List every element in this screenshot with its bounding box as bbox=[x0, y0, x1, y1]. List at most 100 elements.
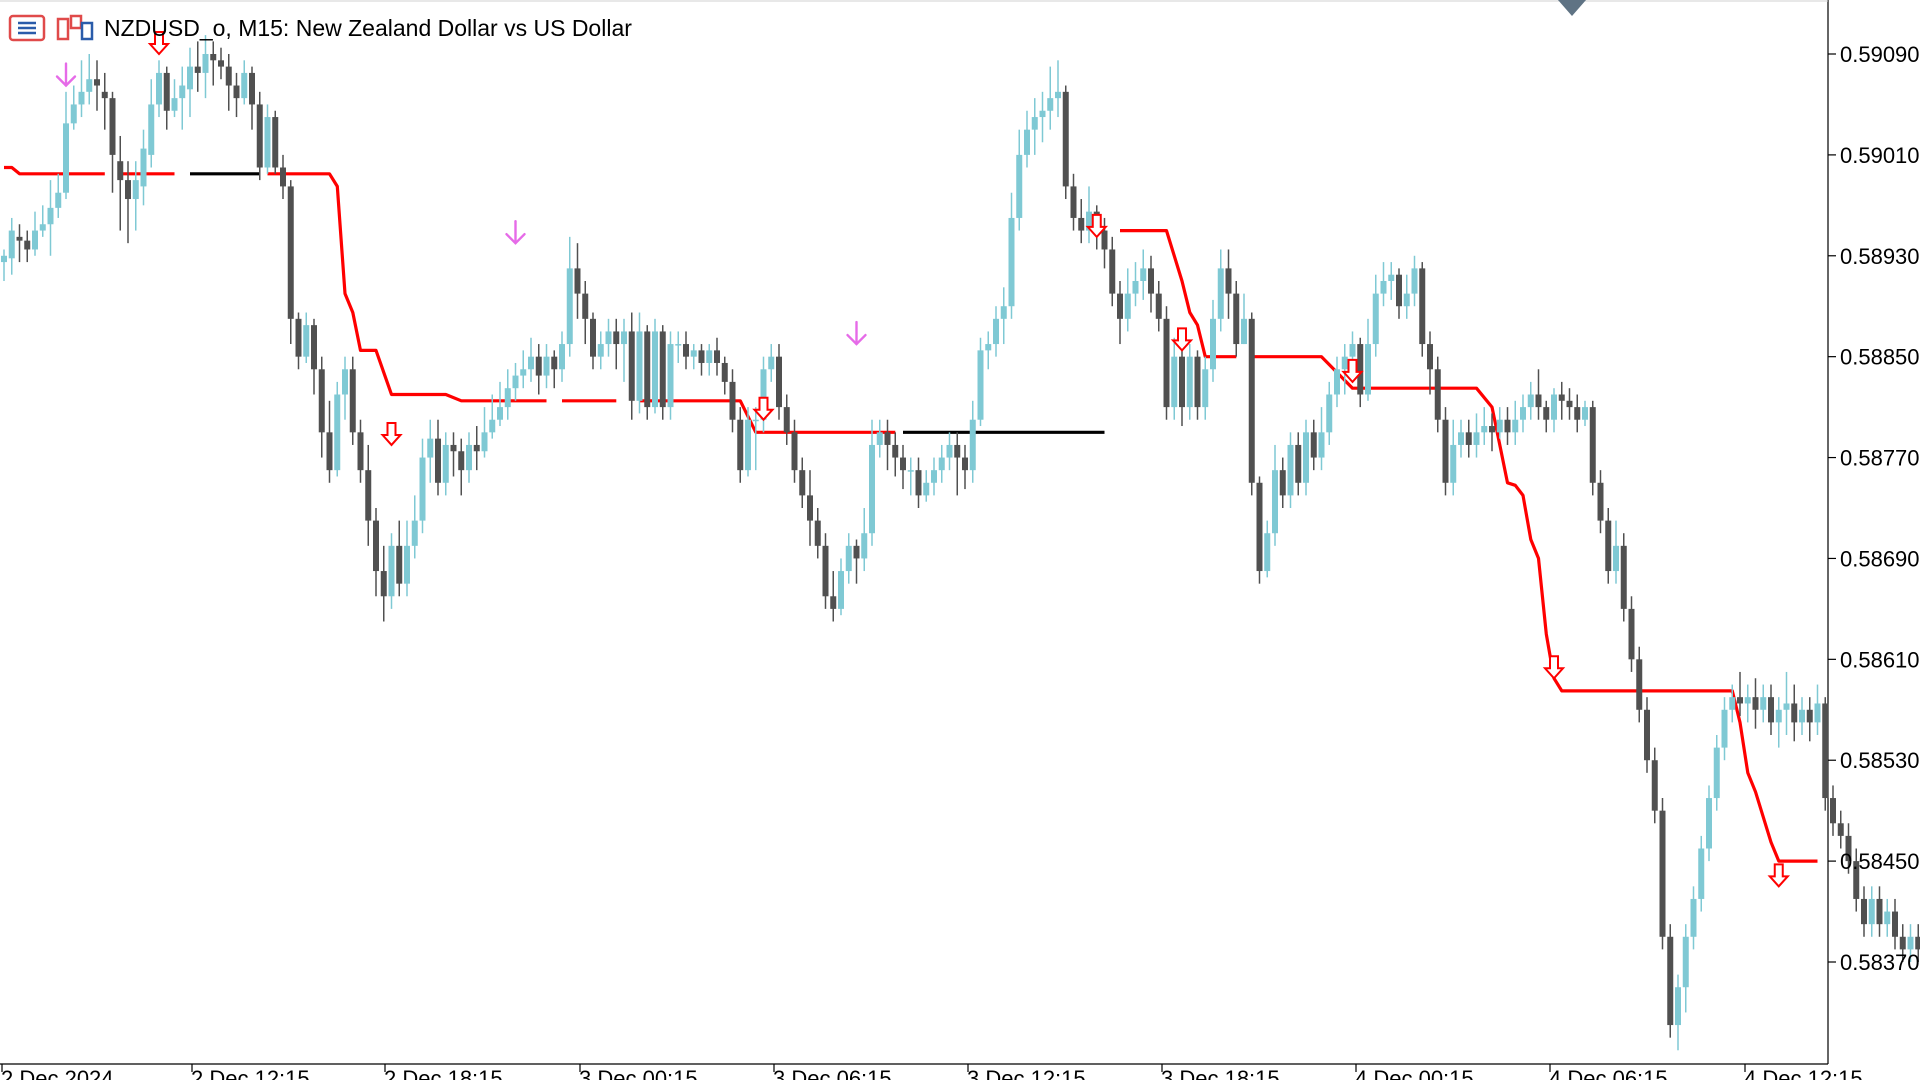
candle-body bbox=[675, 344, 682, 346]
candle bbox=[187, 47, 193, 118]
candle-body bbox=[512, 375, 519, 389]
candle-body bbox=[1179, 356, 1185, 408]
candle bbox=[303, 312, 310, 363]
candle bbox=[1651, 747, 1658, 824]
candle-body bbox=[1241, 318, 1247, 345]
candle-body bbox=[303, 325, 310, 357]
candle-body bbox=[760, 369, 767, 420]
candle bbox=[985, 331, 992, 370]
candle-body bbox=[776, 356, 782, 408]
candle-body bbox=[171, 98, 178, 111]
time-tick-label: 3 Dec 06:15 bbox=[773, 1066, 892, 1080]
candle-body bbox=[473, 444, 480, 452]
candle bbox=[613, 318, 620, 370]
candle-body bbox=[1411, 268, 1418, 294]
candle-body bbox=[1589, 407, 1596, 483]
candle bbox=[318, 356, 325, 458]
candle bbox=[1365, 318, 1371, 401]
time-axis[interactable]: 2 Dec 2024 2 Dec 12:15 2 Dec 18:15 3 Dec 00… bbox=[1, 1064, 1863, 1080]
candle bbox=[1217, 249, 1224, 332]
candle-body bbox=[1504, 419, 1511, 433]
candle bbox=[132, 161, 139, 231]
price-tick-label: 0.58610 bbox=[1840, 647, 1920, 672]
candle bbox=[1830, 785, 1836, 836]
candle bbox=[458, 438, 465, 496]
candle bbox=[1690, 886, 1697, 950]
chart-type-icon[interactable] bbox=[56, 13, 94, 43]
candle-body bbox=[148, 104, 155, 155]
sell-signal-arrow-icon bbox=[1341, 358, 1364, 384]
candle-body bbox=[659, 331, 666, 408]
candle-body bbox=[435, 438, 441, 483]
candle bbox=[1008, 192, 1015, 319]
candle-body bbox=[706, 350, 713, 363]
candle-body bbox=[799, 470, 806, 496]
candle-body bbox=[156, 72, 162, 105]
candles bbox=[1, 35, 1920, 1051]
candle bbox=[1636, 646, 1643, 723]
candle bbox=[644, 325, 651, 420]
collapse-panel-icon[interactable] bbox=[1558, 0, 1586, 16]
candle-body bbox=[535, 356, 542, 376]
candle-body bbox=[1698, 848, 1705, 899]
candle-body bbox=[1737, 697, 1743, 704]
candle bbox=[1434, 356, 1441, 433]
candle-body bbox=[117, 161, 124, 181]
candle-body bbox=[652, 331, 658, 408]
candle-body bbox=[1651, 760, 1658, 811]
candle bbox=[1605, 508, 1612, 584]
candle-body bbox=[1899, 936, 1906, 950]
candle-body bbox=[1465, 432, 1472, 445]
candle bbox=[745, 407, 751, 477]
candle-body bbox=[1628, 608, 1635, 660]
candle-body bbox=[1527, 394, 1534, 408]
candle bbox=[1799, 697, 1805, 735]
candle bbox=[427, 419, 434, 483]
price-axis[interactable]: 0.59090 0.59010 0.58930 0.58850 0.58770 0.586… bbox=[1828, 42, 1920, 975]
candle bbox=[1233, 281, 1240, 357]
candle-body bbox=[1008, 217, 1015, 307]
candle-body bbox=[1202, 369, 1209, 408]
candle-body bbox=[1744, 697, 1751, 704]
candle-body bbox=[698, 350, 705, 363]
candle-body bbox=[1861, 898, 1867, 925]
candle bbox=[16, 224, 23, 263]
candle-body bbox=[264, 117, 271, 168]
candle-body bbox=[1117, 293, 1123, 319]
candle bbox=[621, 318, 627, 382]
candle bbox=[667, 331, 674, 420]
candle bbox=[1806, 697, 1813, 742]
candle bbox=[1241, 293, 1247, 345]
candle-body bbox=[962, 457, 968, 471]
candle-body bbox=[1349, 344, 1356, 357]
candle-body bbox=[1775, 709, 1782, 723]
chart-menu-icon[interactable] bbox=[8, 13, 46, 43]
candle-body bbox=[1210, 318, 1216, 370]
candle-body bbox=[590, 318, 596, 357]
candle bbox=[946, 432, 953, 471]
candle bbox=[1473, 413, 1480, 458]
candle bbox=[1698, 835, 1705, 912]
candle bbox=[78, 60, 85, 118]
candle-body bbox=[16, 236, 23, 241]
candle bbox=[1868, 886, 1875, 937]
price-tick-label: 0.58690 bbox=[1840, 546, 1920, 571]
candle bbox=[171, 79, 178, 118]
candle bbox=[1295, 432, 1302, 496]
candle-body bbox=[1365, 344, 1371, 395]
candle bbox=[1310, 419, 1317, 471]
candle-body bbox=[295, 318, 302, 357]
candle-body bbox=[1078, 217, 1085, 231]
candle-body bbox=[458, 451, 465, 471]
candle-body bbox=[861, 533, 868, 559]
candle bbox=[1427, 331, 1433, 395]
candle-body bbox=[1729, 697, 1736, 710]
candle bbox=[373, 508, 379, 597]
candle bbox=[807, 470, 813, 546]
candle-body bbox=[1458, 432, 1464, 445]
candle bbox=[1822, 697, 1829, 811]
candle-body bbox=[1318, 432, 1325, 458]
candle-body bbox=[1248, 318, 1255, 483]
candle bbox=[1380, 262, 1387, 307]
